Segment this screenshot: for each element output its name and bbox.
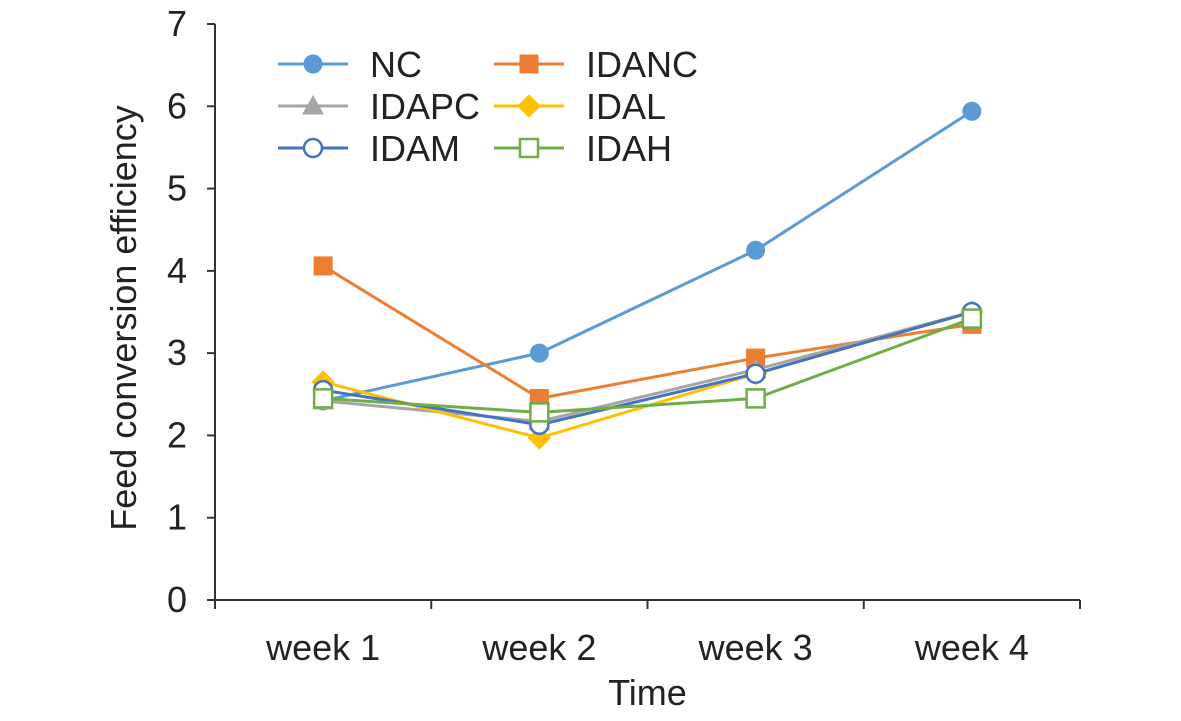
series-nc [313,101,982,411]
legend-marker-nc [303,54,323,74]
axes: 0 1 2 3 4 5 6 7 week 1 week 2 week 3 week 4 [167,3,1081,668]
y-tick-label: 2 [167,414,187,455]
series-layer [311,101,984,450]
x-tick-label: week 2 [481,627,596,668]
x-tick-label: week 1 [265,627,380,668]
legend-label: IDAL [586,86,666,127]
legend-marker-idam [302,137,324,159]
data-point-idanc [313,256,333,276]
series-idal [311,300,984,450]
legend-item-idam: IDAM [278,128,460,169]
legend-marker-idapc [302,94,324,115]
legend-label: IDAM [370,128,460,169]
legend-label: IDAH [586,128,672,169]
data-point-nc [962,101,982,121]
data-point-nc [746,240,766,260]
series-line-idal [322,310,973,440]
data-point-nc [529,343,549,363]
legend-item-nc: NC [278,44,422,85]
y-tick-label: 6 [167,85,187,126]
legend-item-idah: IDAH [494,128,672,169]
series-line-nc [322,109,973,403]
legend-marker-idah [518,137,540,159]
x-tick-label: week 4 [914,627,1029,668]
legend-marker-idal [517,94,541,118]
series-idah [312,308,983,423]
x-axis-title: Time [608,672,687,713]
y-tick-label: 0 [167,579,187,620]
series-line-idam [322,310,973,427]
data-point-idah [312,388,334,409]
legend-item-idanc: IDANC [494,44,698,85]
data-point-idah [961,308,983,329]
y-tick-label: 3 [167,332,187,373]
legend-label: NC [370,44,422,85]
series-idanc [313,256,982,408]
legend-label: IDANC [586,44,698,85]
data-point-idam [745,363,766,384]
legend-item-idapc: IDAPC [278,86,480,127]
legend: NC IDANC IDAPC IDAL IDAM IDAH [278,44,698,169]
legend-marker-idanc [519,54,539,74]
y-tick-label: 7 [167,3,187,44]
series-line-idah [323,317,973,414]
y-tick-label: 1 [167,497,187,538]
y-tick-label: 5 [167,168,187,209]
y-axis-title: Feed conversion efficiency [103,105,144,531]
legend-label: IDAPC [370,86,480,127]
legend-item-idal: IDAL [494,86,666,127]
data-point-idah [745,388,766,409]
y-tick-label: 4 [167,250,187,291]
x-tick-label: week 3 [698,627,813,668]
data-point-idah [529,402,550,423]
